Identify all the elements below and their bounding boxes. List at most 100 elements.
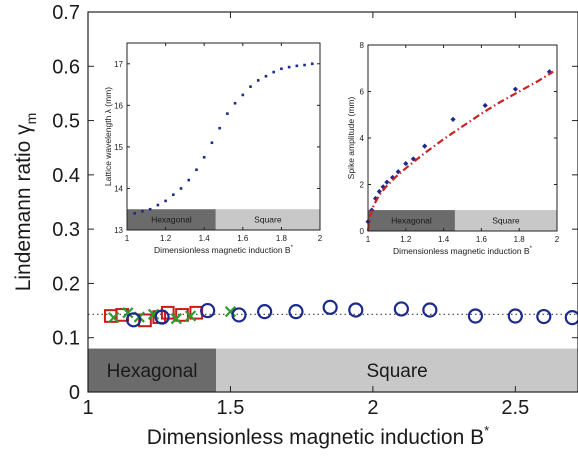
data-point-circle: [257, 304, 273, 320]
y-axis-label: Lattice wavelength λ (mm): [103, 87, 113, 186]
y-tick-label: 13: [114, 226, 123, 235]
phase-band-label: Hexagonal: [107, 361, 198, 382]
data-point-dot: [249, 85, 252, 88]
phase-band-label: Hexagonal: [391, 216, 432, 226]
data-point-diamond: [384, 179, 390, 185]
data-point-dot: [141, 210, 144, 213]
inset_right-axes-frame: [367, 44, 558, 232]
y-tick-label: 0.1: [52, 328, 80, 350]
data-point-circle: [422, 302, 438, 318]
y-tick-label: 0.4: [52, 165, 80, 187]
data-point-cross: [107, 311, 120, 324]
inset_right-panel: Hexagonal Square 1 1.2 1.4 1.6 1.8 2 0 2 4 6 8 Dimens…: [346, 41, 560, 256]
data-point-diamond: [395, 169, 401, 175]
phase-band-hexagonal: [88, 348, 217, 392]
data-point-dot: [272, 70, 275, 74]
main-axes-frame: [87, 11, 578, 393]
y-tick-label: 17: [114, 60, 123, 69]
data-point-dot: [303, 63, 306, 67]
data-point-circle: [125, 312, 142, 328]
y-tick-label: 0.3: [52, 219, 80, 241]
x-tick-label: 1.8: [276, 234, 288, 243]
x-tick-label: 1.6: [476, 235, 488, 244]
data-point-dot: [287, 65, 291, 69]
x-tick-label: 1: [82, 397, 93, 419]
y-axis-label-text: Lindemann ratio γ: [12, 124, 35, 291]
data-point-circle: [536, 308, 552, 325]
y-axis-label: Spike amplitude (mm): [346, 97, 356, 180]
data-point-cross: [184, 310, 197, 322]
x-tick-label: 2: [367, 397, 378, 419]
phase-band-hexagonal: [127, 209, 216, 230]
data-point-dot: [280, 67, 283, 71]
phase-band-square: [215, 209, 320, 230]
data-point-cross: [224, 306, 237, 318]
y-axis-label: Lindemann ratio γm: [12, 113, 39, 292]
x-tick-label: 1: [125, 234, 130, 243]
x-axis-label: Dimensionless magnetic induction B*: [147, 423, 489, 449]
y-tick-label: 4: [360, 134, 365, 143]
y-tick-label: 14: [114, 184, 123, 193]
data-point-circle: [564, 310, 578, 326]
x-axis-label-text: Dimensionless magnetic induction B: [147, 426, 484, 449]
data-point-dot: [172, 193, 175, 196]
data-point-circle: [393, 301, 409, 317]
data-point-diamond: [422, 143, 428, 149]
data-point-cross: [147, 308, 160, 321]
data-point-diamond: [403, 160, 409, 167]
x-axis-label-sup: *: [291, 245, 294, 251]
data-point-diamond: [512, 86, 519, 92]
x-axis-label-sup: *: [484, 423, 489, 438]
data-point-circle: [200, 302, 216, 319]
y-tick-label: 0: [360, 227, 365, 236]
x-tick-label: 2.5: [501, 397, 529, 419]
y-tick-label: 0.2: [52, 273, 80, 295]
x-tick-label: 1: [366, 235, 371, 244]
phase-band-label: Square: [254, 215, 282, 225]
data-point-dot: [226, 112, 229, 115]
y-tick-label: 16: [114, 101, 123, 110]
data-point-circle: [348, 302, 364, 318]
data-point-diamond: [410, 156, 416, 162]
inset_left-axes-frame: [126, 42, 321, 231]
data-point-dot: [310, 62, 314, 66]
data-point-dot: [295, 64, 299, 68]
series-fit-line: [366, 70, 554, 232]
data-point-dot: [156, 203, 160, 207]
data-point-circle: [154, 309, 170, 325]
y-axis-label-text: Spike amplitude (mm): [346, 97, 356, 180]
data-point-dot: [256, 79, 260, 82]
data-point-circle: [322, 299, 338, 315]
y-tick-label: 0.6: [52, 56, 80, 78]
data-point-circle: [467, 308, 484, 324]
y-tick-label: 8: [360, 41, 365, 50]
data-point-dot: [179, 187, 183, 190]
data-point-diamond: [450, 116, 456, 122]
x-tick-label: 1.8: [514, 235, 526, 244]
main-panel: Hexagonal Square 1 1.5 2 2.5 0 0.1 0.2 0.3 0.4 0.5 0…: [12, 2, 578, 449]
y-tick-label: 6: [360, 88, 365, 97]
x-tick-label: 1.5: [217, 397, 245, 419]
y-tick-label: 0: [69, 382, 80, 404]
x-tick-label: 1.2: [400, 235, 412, 244]
data-point-dot: [187, 178, 191, 182]
x-tick-label: 1.6: [237, 234, 249, 243]
y-tick-label: 0.7: [52, 2, 80, 24]
phase-band-square: [216, 348, 578, 392]
x-tick-label: 2: [555, 235, 560, 244]
y-axis-label-text: Lattice wavelength λ (mm): [103, 87, 113, 186]
data-point-dot: [164, 199, 167, 203]
inset_left-panel: Hexagonal Square 1 1.2 1.4 1.6 1.8 2 13 14 15 16 17 D…: [103, 42, 323, 255]
phase-band-hexagonal: [368, 210, 455, 231]
data-point-dot: [195, 168, 198, 172]
data-point-dot: [210, 141, 214, 145]
y-tick-label: 15: [114, 143, 123, 152]
data-point-dot: [241, 93, 245, 97]
data-point-dot: [148, 207, 152, 211]
data-point-diamond: [376, 188, 382, 195]
data-point-dot: [233, 101, 237, 105]
data-point-dot: [202, 155, 206, 159]
data-point-dot: [133, 212, 137, 215]
data-point-circle: [507, 308, 523, 324]
